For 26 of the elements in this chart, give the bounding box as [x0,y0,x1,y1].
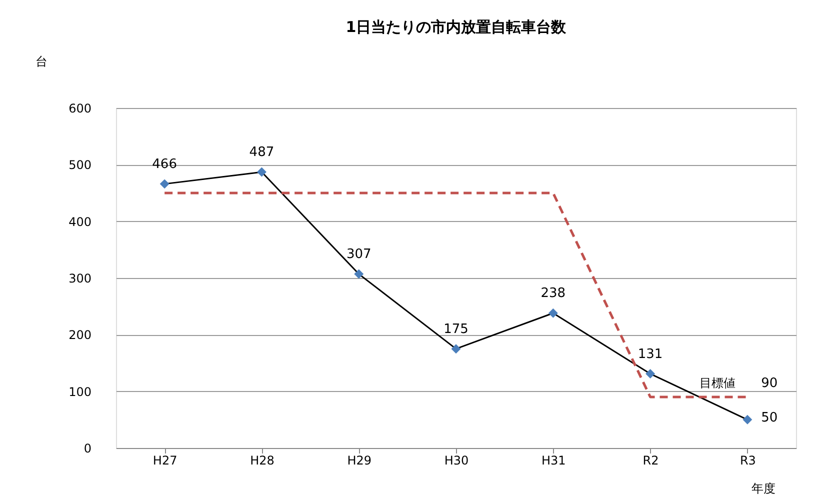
data-label: 175 [444,322,468,337]
y-tick-label: 200 [68,328,92,342]
data-label: 487 [249,145,274,160]
x-axis-title: 年度 [752,482,776,496]
y-tick-label: 0 [84,442,92,456]
data-label: 466 [152,156,177,172]
series-label: 目標値 [699,376,736,390]
data-label: 307 [346,247,372,262]
y-tick-label: 600 [68,102,92,116]
y-tick-label: 500 [68,158,92,172]
x-tick-label: H31 [541,454,566,468]
chart-title: 1日当たりの市内放置自転車台数 [346,18,568,36]
y-tick-label: 300 [68,272,92,286]
data-label: 50 [761,410,778,426]
x-tick-label: R3 [740,454,756,468]
data-label: 238 [540,286,566,302]
y-tick-label: 100 [68,384,92,399]
x-tick-label: H30 [444,454,469,468]
y-axis-title: 台 [36,54,48,68]
x-tick-label: R2 [642,454,659,468]
data-label: 131 [638,346,663,362]
x-tick-label: H29 [347,454,372,468]
y-tick-label: 400 [68,214,92,229]
x-tick-label: H28 [250,454,274,468]
x-tick-label: H27 [152,454,178,468]
data-label: 90 [761,376,778,391]
